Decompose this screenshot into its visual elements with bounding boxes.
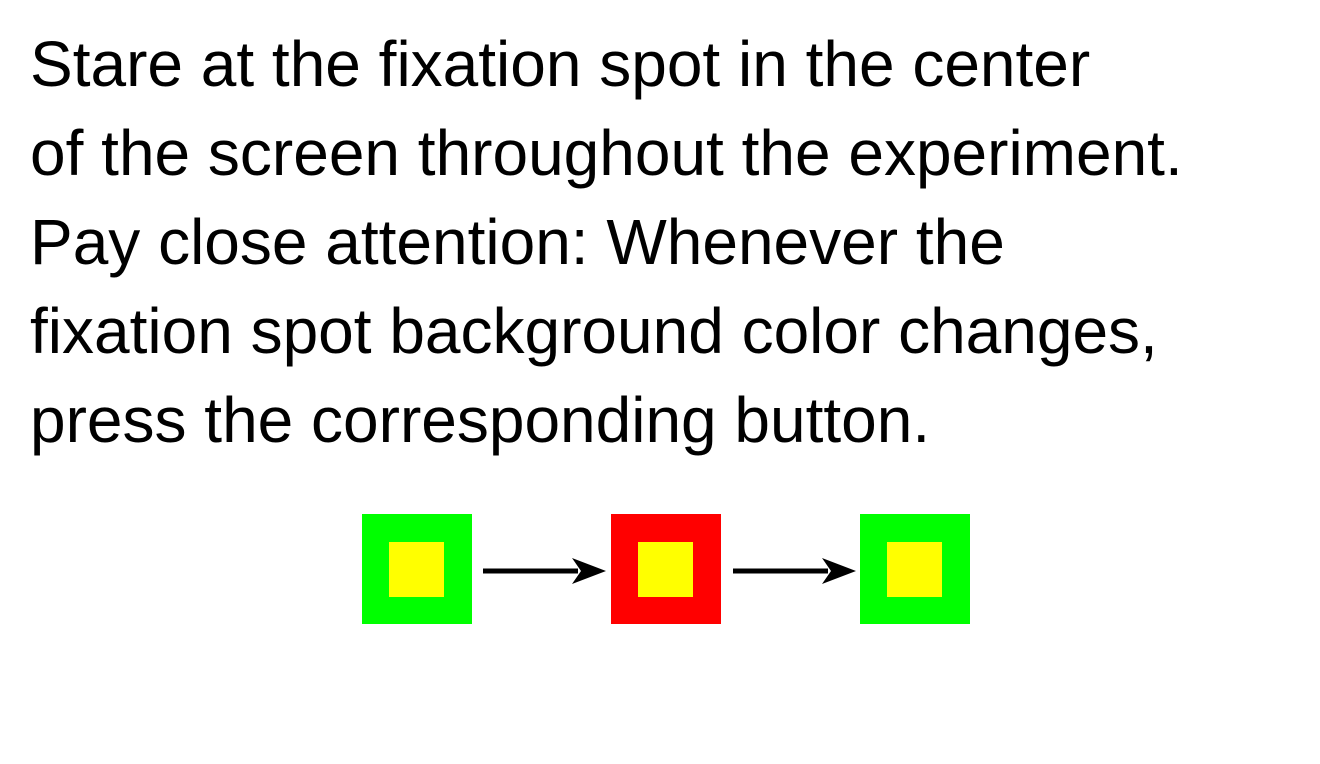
fixation-spot-center xyxy=(887,542,942,597)
fixation-spot-center xyxy=(389,542,444,597)
fixation-spot-sequence xyxy=(362,514,972,626)
right-arrow-icon xyxy=(733,558,856,584)
instruction-line: press the corresponding button. xyxy=(30,384,931,456)
instruction-line: of the screen throughout the experiment. xyxy=(30,117,1183,189)
instruction-text: Stare at the fixation spot in the center… xyxy=(30,20,1315,465)
right-arrow-icon xyxy=(483,558,606,584)
fixation-spot-3 xyxy=(860,514,970,624)
instruction-line: Stare at the fixation spot in the center xyxy=(30,28,1091,100)
fixation-spot-center xyxy=(638,542,693,597)
instruction-line: fixation spot background color changes, xyxy=(30,295,1158,367)
fixation-spot-1 xyxy=(362,514,472,624)
instruction-line: Pay close attention: Whenever the xyxy=(30,206,1005,278)
fixation-spot-2 xyxy=(611,514,721,624)
